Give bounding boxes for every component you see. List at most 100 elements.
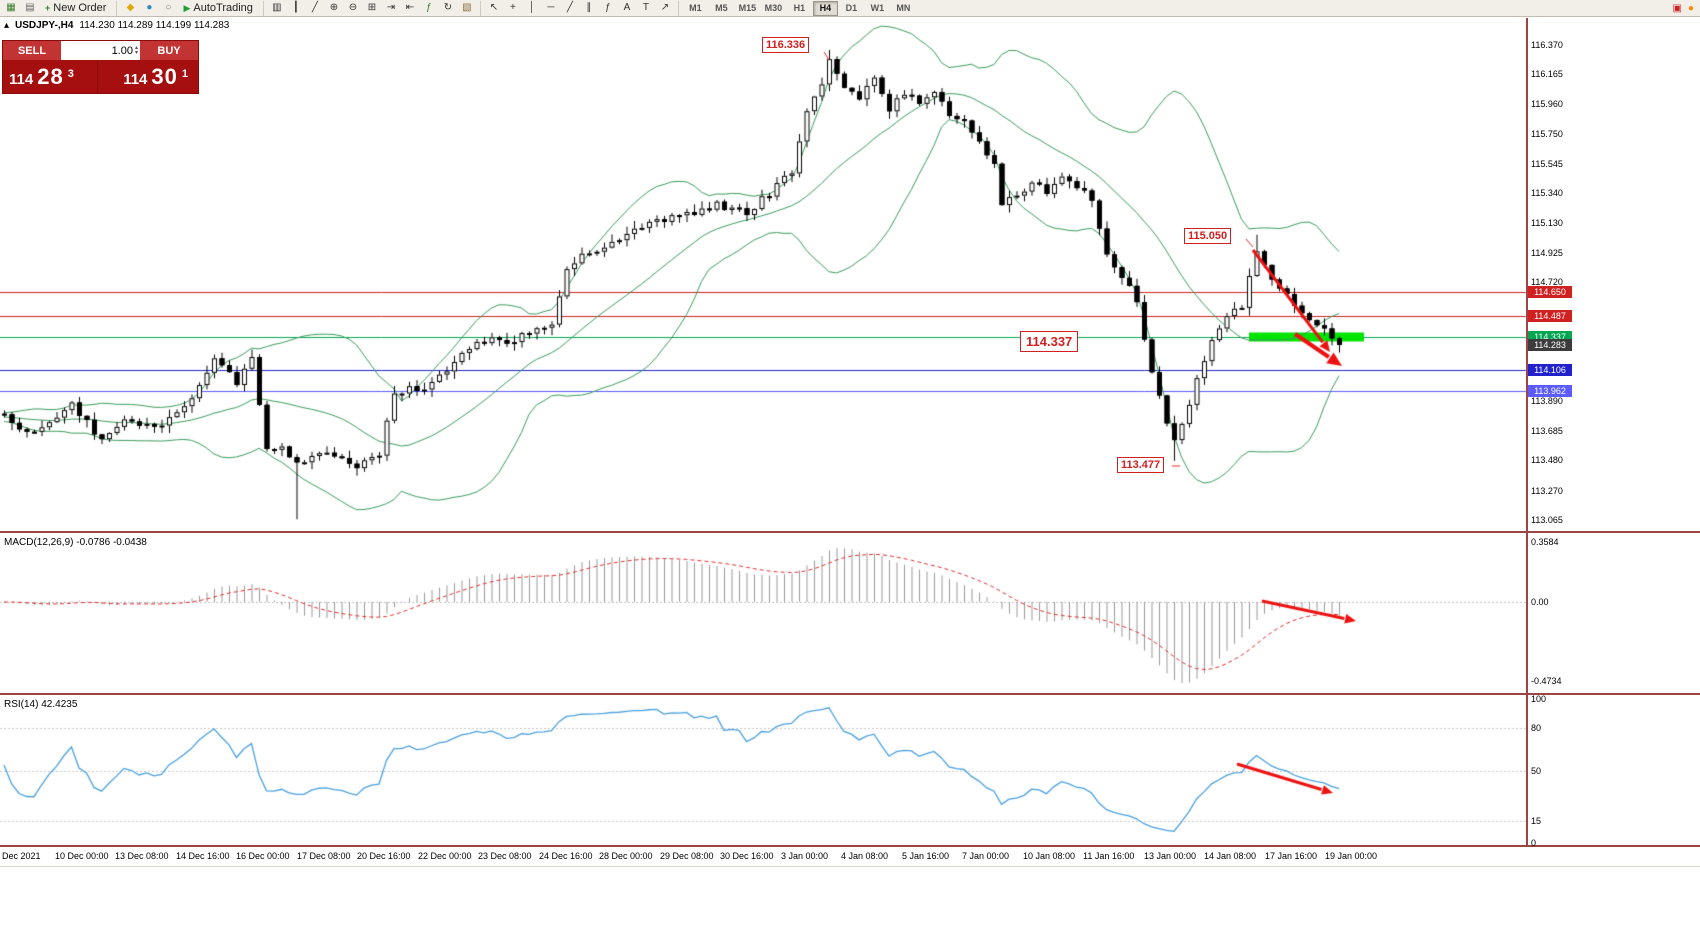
rsi-axis-value: 15 — [1531, 816, 1542, 826]
price-callout[interactable]: 116.336 — [762, 37, 810, 53]
line-chart-button[interactable]: ╱ — [306, 1, 324, 16]
macd-axis-value: 0.3584 — [1531, 537, 1559, 547]
crosshair-button[interactable]: + — [504, 1, 522, 16]
volume-input[interactable]: 1.00 ▴ ▾ — [61, 41, 140, 60]
volume-up-icon[interactable]: ▴ — [134, 44, 138, 51]
timeframe-m15-button[interactable]: M15 — [735, 1, 760, 16]
community-icon: ○ — [165, 2, 172, 13]
templates-icon: ▧ — [462, 2, 472, 13]
autotrading-button[interactable]: ▶ AutoTrading — [177, 1, 258, 16]
data-window-icon[interactable]: ▣ — [1672, 2, 1682, 14]
price-axis-tick: 115.340 — [1531, 188, 1563, 198]
indicators-button[interactable]: ƒ — [420, 1, 438, 16]
price-callout[interactable]: 114.337 — [1020, 331, 1079, 352]
trendline-button[interactable]: ╱ — [561, 1, 579, 16]
price-axis-tick: 113.890 — [1531, 396, 1563, 406]
channel-icon: ∥ — [586, 2, 592, 13]
buy-price-main: 114 — [123, 71, 148, 88]
text-icon: A — [623, 2, 631, 13]
bar-chart-icon: ▥ — [272, 2, 282, 13]
chart-profiles-button[interactable]: ▤ — [21, 1, 39, 16]
volume-spinner[interactable]: ▴ ▾ — [134, 44, 138, 56]
new-chart-button[interactable]: ▦ — [2, 1, 20, 16]
new-order-button[interactable]: + New Order — [39, 1, 112, 16]
periods-button[interactable]: ↻ — [439, 1, 457, 16]
timeframe-m1-button[interactable]: M1 — [683, 1, 708, 16]
time-axis-label: 7 Jan 00:00 — [962, 851, 1010, 861]
file-toolbar-group: ▦ ▤ — [2, 1, 39, 16]
text-button[interactable]: A — [618, 1, 636, 16]
price-callout[interactable]: 115.050 — [1184, 228, 1232, 244]
zoom-in-button[interactable]: ⊕ — [325, 1, 343, 16]
sell-price-main: 114 — [9, 71, 34, 88]
channel-button[interactable]: ∥ — [580, 1, 598, 16]
macd-axis-value: -0.4734 — [1531, 676, 1562, 686]
separator-chart-macd[interactable] — [0, 531, 1700, 533]
timeframe-mn-button[interactable]: MN — [891, 1, 916, 16]
time-axis-label: 14 Dec 16:00 — [176, 851, 230, 861]
text-label-icon: T — [642, 2, 649, 13]
chart-shift-button[interactable]: ⇤ — [401, 1, 419, 16]
time-axis-label: 29 Dec 08:00 — [660, 851, 714, 861]
price-tag: 113.962 — [1528, 385, 1572, 397]
tile-windows-button[interactable]: ⊞ — [363, 1, 381, 16]
one-click-trading-panel: SELL 1.00 ▴ ▾ BUY 114 28 3 114 30 1 — [2, 40, 199, 94]
panel-collapse-icon[interactable]: ▴ — [4, 20, 10, 31]
new-order-label: New Order — [53, 2, 107, 14]
price-axis-tick: 116.370 — [1531, 40, 1563, 50]
buy-price-pips: 30 — [151, 64, 178, 89]
fibonacci-button[interactable]: ƒ — [599, 1, 617, 16]
sell-button[interactable]: SELL — [3, 41, 61, 60]
timeframe-h4-button[interactable]: H4 — [812, 0, 838, 16]
macd-label: MACD(12,26,9) -0.0786 -0.0438 — [4, 537, 147, 548]
zoom-in-icon: ⊕ — [329, 2, 339, 13]
buy-price-frac: 1 — [181, 68, 188, 80]
buy-button[interactable]: BUY — [140, 41, 198, 60]
time-axis-label: 23 Dec 08:00 — [478, 851, 532, 861]
vertical-line-button[interactable]: │ — [523, 1, 541, 16]
candlestick-chart-button[interactable]: ┃ — [287, 1, 305, 16]
time-axis-label: 19 Jan 00:00 — [1325, 851, 1378, 861]
templates-button[interactable]: ▧ — [458, 1, 476, 16]
separator-rsi-timeaxis — [0, 845, 1700, 847]
vertical-line-icon: │ — [528, 2, 536, 13]
time-axis-label: 11 Jan 16:00 — [1083, 851, 1135, 861]
time-axis-label: 20 Dec 16:00 — [357, 851, 411, 861]
bar-chart-button[interactable]: ▥ — [268, 1, 286, 16]
volume-down-icon[interactable]: ▾ — [134, 49, 138, 56]
timeframe-w1-button[interactable]: W1 — [865, 1, 890, 16]
arrows-button[interactable]: ↗ — [656, 1, 674, 16]
periods-icon: ↻ — [443, 2, 453, 13]
rsi-axis-value: 100 — [1531, 694, 1547, 704]
time-axis-label: 10 Dec 00:00 — [55, 851, 109, 861]
cursor-button[interactable]: ↖ — [485, 1, 503, 16]
rsi-axis-value: 80 — [1531, 723, 1542, 733]
metaeditor-button[interactable]: ◆ — [121, 1, 139, 16]
timeframe-h1-button[interactable]: H1 — [787, 1, 812, 16]
zoom-out-icon: ⊖ — [348, 2, 358, 13]
price-callout[interactable]: 113.477 — [1117, 457, 1165, 473]
tile-windows-icon: ⊞ — [367, 2, 377, 13]
auto-scroll-button[interactable]: ⇥ — [382, 1, 400, 16]
zoom-out-button[interactable]: ⊖ — [344, 1, 362, 16]
horizontal-line-button[interactable]: ─ — [542, 1, 560, 16]
time-axis-label: 10 Jan 08:00 — [1023, 851, 1076, 861]
community-button[interactable]: ○ — [159, 1, 177, 16]
timeframe-m30-button[interactable]: M30 — [761, 1, 786, 16]
cursor-icon: ↖ — [489, 2, 499, 13]
separator-macd-rsi[interactable] — [0, 693, 1700, 695]
buy-price[interactable]: 114 30 1 — [98, 60, 198, 93]
timeframe-d1-button[interactable]: D1 — [839, 1, 864, 16]
experts-button[interactable]: ● — [140, 1, 158, 16]
price-axis-tick: 113.065 — [1531, 515, 1563, 525]
chart-shift-icon: ⇤ — [405, 2, 415, 13]
line-chart-icon: ╱ — [311, 2, 318, 13]
text-label-button[interactable]: T — [637, 1, 655, 16]
notification-icon[interactable]: ● — [1687, 2, 1694, 14]
timeframes-toolbar-group: M1 M5 M15 M30 H1 H4 D1 W1 MN — [677, 0, 916, 16]
time-axis-label: 5 Jan 16:00 — [902, 851, 950, 861]
sell-price[interactable]: 114 28 3 — [3, 60, 97, 93]
timeframe-m5-button[interactable]: M5 — [709, 1, 734, 16]
